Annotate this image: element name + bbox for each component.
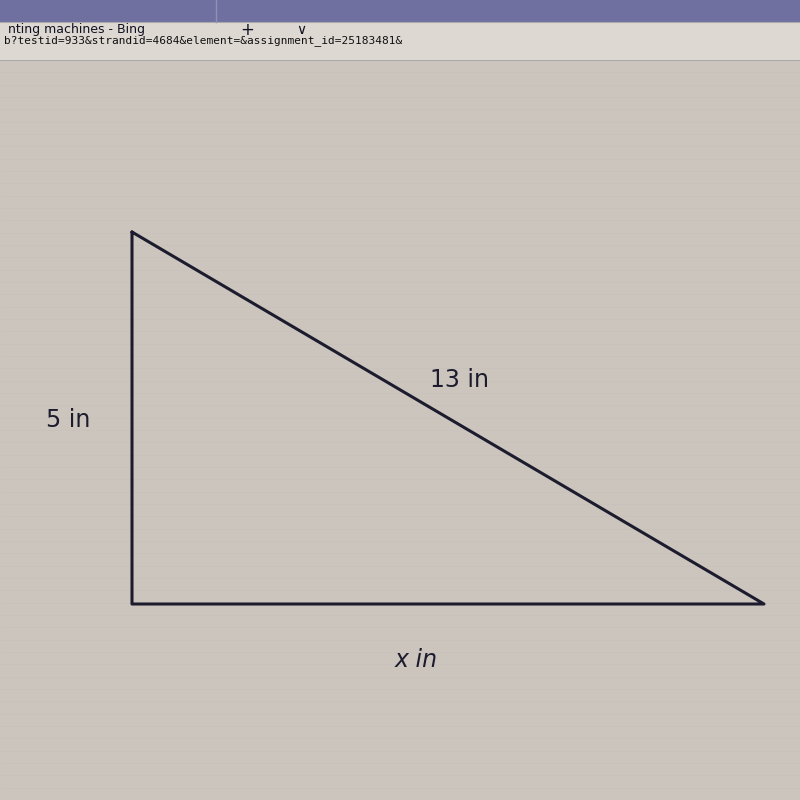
Text: 5 in: 5 in [46, 408, 90, 432]
Text: b?testid=933&strandid=4684&element=&assignment_id=25183481&: b?testid=933&strandid=4684&element=&assi… [4, 35, 402, 46]
Bar [0, 22, 800, 60]
Text: ∨: ∨ [296, 22, 306, 37]
Text: x in: x in [394, 648, 438, 672]
Text: +: + [240, 21, 254, 38]
Bar [0, 0, 800, 22]
Text: nting machines - Bing: nting machines - Bing [8, 23, 145, 36]
Text: 13 in: 13 in [430, 368, 490, 392]
